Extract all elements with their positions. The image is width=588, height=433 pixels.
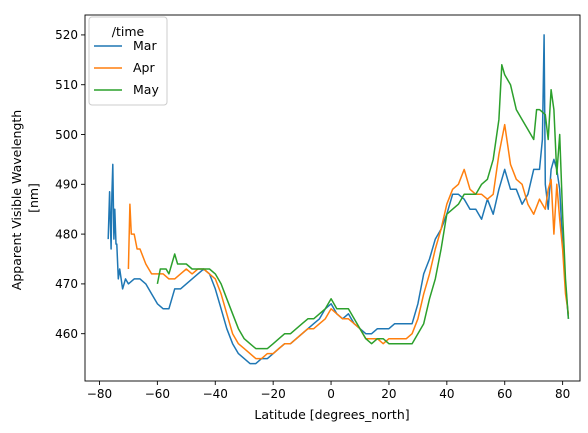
- y-axis-label-line-1: Apparent Visible Wavelength: [9, 110, 24, 290]
- legend-entries: Mar Apr May: [94, 38, 159, 97]
- y-tick-label: 470: [55, 277, 78, 291]
- series-line-apr: [127, 123, 570, 360]
- y-tick-label: 460: [55, 327, 78, 341]
- x-tick-label: 60: [497, 387, 512, 401]
- y-tick-label: 480: [55, 227, 78, 241]
- legend-label-mar: Mar: [133, 38, 157, 53]
- x-tick-label: 80: [555, 387, 570, 401]
- series-line-may: [156, 64, 570, 350]
- x-tick-label: −40: [203, 387, 228, 401]
- y-tick-label: 510: [55, 78, 78, 92]
- x-tick-label: −80: [87, 387, 112, 401]
- x-axis-label: Latitude [degrees_north]: [254, 407, 409, 422]
- legend-title: /time: [112, 24, 145, 39]
- y-tick-label: 520: [55, 28, 78, 42]
- y-axis-label: Apparent Visible Wavelength [nm]: [9, 106, 41, 290]
- legend: /time Mar Apr May: [88, 16, 168, 106]
- y-axis-label-line-2: [nm]: [26, 183, 41, 213]
- x-axis: −80 −60 −40 −20 0 20 40 60 80: [87, 381, 570, 401]
- legend-label-may: May: [133, 82, 159, 97]
- series-layer: [107, 34, 570, 365]
- legend-box: [88, 16, 168, 106]
- y-tick-label: 500: [55, 128, 78, 142]
- series-line-mar: [107, 34, 570, 365]
- x-tick-label: −20: [260, 387, 285, 401]
- x-tick-label: 0: [327, 387, 335, 401]
- y-axis: 460 470 480 490 500 510 520: [55, 28, 85, 341]
- legend-label-apr: Apr: [133, 60, 155, 75]
- x-tick-label: 20: [381, 387, 396, 401]
- x-tick-label: 40: [439, 387, 454, 401]
- x-tick-label: −60: [145, 387, 170, 401]
- y-tick-label: 490: [55, 178, 78, 192]
- plot-frame: [84, 14, 581, 382]
